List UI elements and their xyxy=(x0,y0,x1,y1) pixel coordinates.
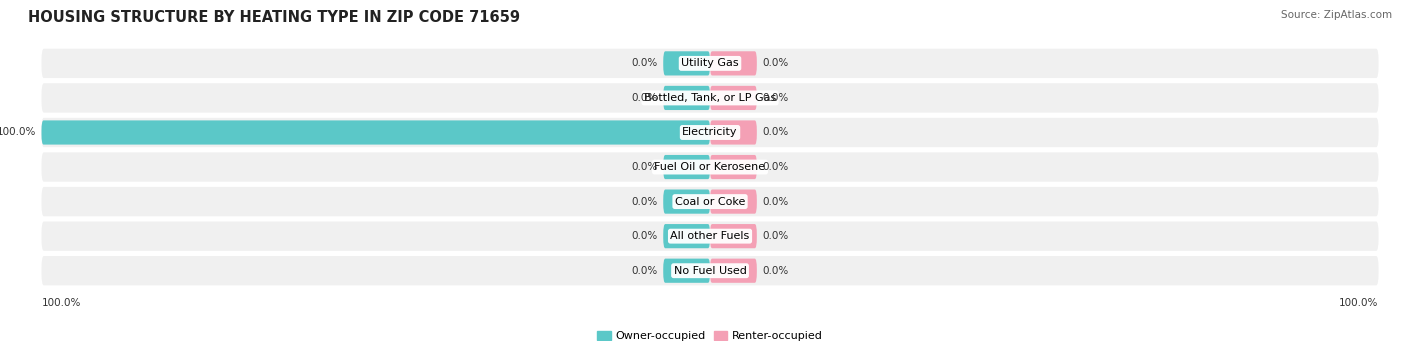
Text: 0.0%: 0.0% xyxy=(762,266,789,276)
FancyBboxPatch shape xyxy=(710,86,756,110)
FancyBboxPatch shape xyxy=(710,190,756,214)
Text: 0.0%: 0.0% xyxy=(762,197,789,207)
Legend: Owner-occupied, Renter-occupied: Owner-occupied, Renter-occupied xyxy=(598,331,823,341)
Text: 0.0%: 0.0% xyxy=(631,231,658,241)
Text: Electricity: Electricity xyxy=(682,128,738,137)
FancyBboxPatch shape xyxy=(664,51,710,75)
Text: 0.0%: 0.0% xyxy=(631,58,658,69)
FancyBboxPatch shape xyxy=(710,155,756,179)
FancyBboxPatch shape xyxy=(42,187,1378,216)
FancyBboxPatch shape xyxy=(42,118,1378,147)
FancyBboxPatch shape xyxy=(664,155,710,179)
FancyBboxPatch shape xyxy=(664,86,710,110)
FancyBboxPatch shape xyxy=(42,152,1378,182)
Text: Bottled, Tank, or LP Gas: Bottled, Tank, or LP Gas xyxy=(644,93,776,103)
Text: Coal or Coke: Coal or Coke xyxy=(675,197,745,207)
FancyBboxPatch shape xyxy=(664,224,710,248)
Text: 0.0%: 0.0% xyxy=(631,197,658,207)
Text: 100.0%: 100.0% xyxy=(42,298,82,308)
Text: 0.0%: 0.0% xyxy=(762,93,789,103)
Text: 100.0%: 100.0% xyxy=(1339,298,1378,308)
FancyBboxPatch shape xyxy=(664,190,710,214)
FancyBboxPatch shape xyxy=(664,258,710,283)
FancyBboxPatch shape xyxy=(710,51,756,75)
FancyBboxPatch shape xyxy=(710,224,756,248)
Text: HOUSING STRUCTURE BY HEATING TYPE IN ZIP CODE 71659: HOUSING STRUCTURE BY HEATING TYPE IN ZIP… xyxy=(28,10,520,25)
Text: 100.0%: 100.0% xyxy=(0,128,37,137)
Text: Source: ZipAtlas.com: Source: ZipAtlas.com xyxy=(1281,10,1392,20)
Text: 0.0%: 0.0% xyxy=(762,58,789,69)
Text: 0.0%: 0.0% xyxy=(631,266,658,276)
FancyBboxPatch shape xyxy=(42,83,1378,113)
Text: 0.0%: 0.0% xyxy=(762,128,789,137)
FancyBboxPatch shape xyxy=(710,120,756,145)
Text: Utility Gas: Utility Gas xyxy=(682,58,738,69)
FancyBboxPatch shape xyxy=(710,258,756,283)
Text: 0.0%: 0.0% xyxy=(631,93,658,103)
Text: 0.0%: 0.0% xyxy=(631,162,658,172)
FancyBboxPatch shape xyxy=(42,49,1378,78)
Text: No Fuel Used: No Fuel Used xyxy=(673,266,747,276)
FancyBboxPatch shape xyxy=(42,256,1378,285)
Text: 0.0%: 0.0% xyxy=(762,162,789,172)
Text: All other Fuels: All other Fuels xyxy=(671,231,749,241)
FancyBboxPatch shape xyxy=(42,120,710,145)
Text: Fuel Oil or Kerosene: Fuel Oil or Kerosene xyxy=(654,162,766,172)
FancyBboxPatch shape xyxy=(42,221,1378,251)
Text: 0.0%: 0.0% xyxy=(762,231,789,241)
